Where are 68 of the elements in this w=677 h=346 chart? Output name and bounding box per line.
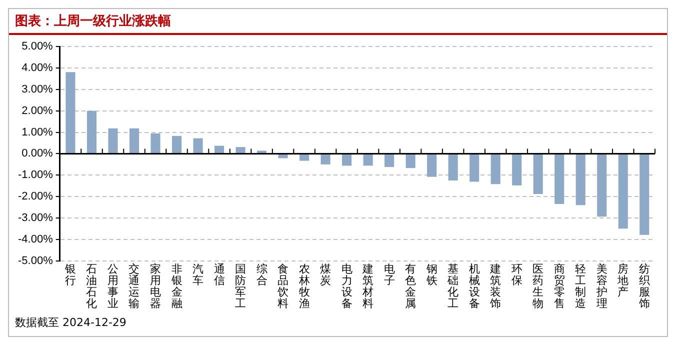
x-tick-label: 家用电器 bbox=[150, 262, 161, 310]
bar bbox=[320, 154, 330, 164]
x-tick-label: 轻工制造 bbox=[575, 262, 586, 310]
y-tick-label: -5.00% bbox=[18, 254, 54, 267]
bar bbox=[533, 154, 543, 194]
y-tick-label: -2.00% bbox=[18, 190, 54, 203]
y-tick-label: -3.00% bbox=[18, 212, 54, 224]
x-tick-label: 美容护理 bbox=[595, 262, 608, 310]
bar bbox=[597, 154, 607, 217]
bar bbox=[214, 146, 224, 154]
bar bbox=[554, 154, 564, 204]
x-tick-label: 机械设备 bbox=[468, 262, 480, 310]
bar bbox=[640, 154, 650, 235]
bar bbox=[86, 110, 97, 154]
x-tick-label: 煤炭 bbox=[320, 262, 332, 287]
x-tick-label: 房地产 bbox=[616, 262, 629, 299]
x-tick-label: 商贸零售 bbox=[554, 262, 565, 310]
x-tick-label: 食品饮料 bbox=[276, 262, 289, 310]
x-tick-label: 石油石化 bbox=[86, 262, 98, 310]
bar bbox=[512, 154, 522, 186]
bar bbox=[576, 154, 586, 206]
x-tick-label: 建筑装饰 bbox=[489, 262, 502, 310]
bar bbox=[406, 154, 416, 168]
y-tick-label: 5.00% bbox=[22, 40, 54, 53]
y-tick-label: 2.00% bbox=[22, 104, 54, 117]
bar bbox=[66, 72, 76, 154]
bar bbox=[342, 154, 352, 166]
bar bbox=[150, 133, 160, 154]
chart-title: 图表：上周一级行业涨跌幅 bbox=[9, 9, 667, 35]
x-tick-label: 电力设备 bbox=[341, 262, 352, 310]
x-tick-label: 环保 bbox=[511, 262, 522, 287]
y-tick-label: -1.00% bbox=[18, 169, 54, 182]
y-tick-label: -4.00% bbox=[18, 233, 54, 246]
bar bbox=[448, 154, 458, 180]
text: 数据截至 2024-12-29 bbox=[14, 315, 128, 331]
x-tick-label: 纺织服饰 bbox=[638, 262, 650, 310]
bar bbox=[490, 154, 500, 184]
bar bbox=[108, 128, 118, 154]
bar bbox=[256, 150, 267, 154]
x-tick-label: 非银金融 bbox=[170, 262, 182, 310]
y-tick-label: 4.00% bbox=[22, 62, 54, 74]
x-tick-label: 基础化工 bbox=[446, 262, 459, 310]
x-tick-label: 钢铁 bbox=[425, 262, 438, 287]
bar bbox=[427, 154, 437, 177]
x-tick-label: 公用事业 bbox=[107, 262, 118, 310]
x-tick-label: 交通运输 bbox=[128, 262, 140, 310]
bar bbox=[236, 147, 246, 154]
bar bbox=[384, 154, 394, 167]
x-tick-label: 电子 bbox=[384, 262, 395, 287]
bar bbox=[129, 128, 140, 154]
x-tick-label: 医药生物 bbox=[532, 262, 544, 310]
x-tick-label: 农林牧渔 bbox=[298, 262, 310, 310]
y-tick-label: 3.00% bbox=[22, 83, 54, 96]
x-tick-label: 通信 bbox=[214, 262, 225, 287]
bar bbox=[193, 138, 203, 154]
bar bbox=[363, 154, 373, 166]
x-tick-label: 综合 bbox=[256, 262, 268, 287]
x-tick-label: 有色金属 bbox=[405, 262, 416, 310]
x-tick-label: 汽车 bbox=[192, 262, 204, 287]
bar bbox=[618, 154, 628, 229]
bar bbox=[300, 154, 310, 161]
x-tick-label: 银行 bbox=[64, 262, 76, 287]
bar bbox=[470, 154, 480, 182]
x-tick-label: 建筑材料 bbox=[362, 262, 374, 310]
bar bbox=[172, 136, 182, 154]
x-tick-label: 国防军工 bbox=[235, 262, 246, 310]
y-tick-label: 1.00% bbox=[22, 126, 54, 138]
y-tick-label: 0.00% bbox=[22, 148, 54, 160]
